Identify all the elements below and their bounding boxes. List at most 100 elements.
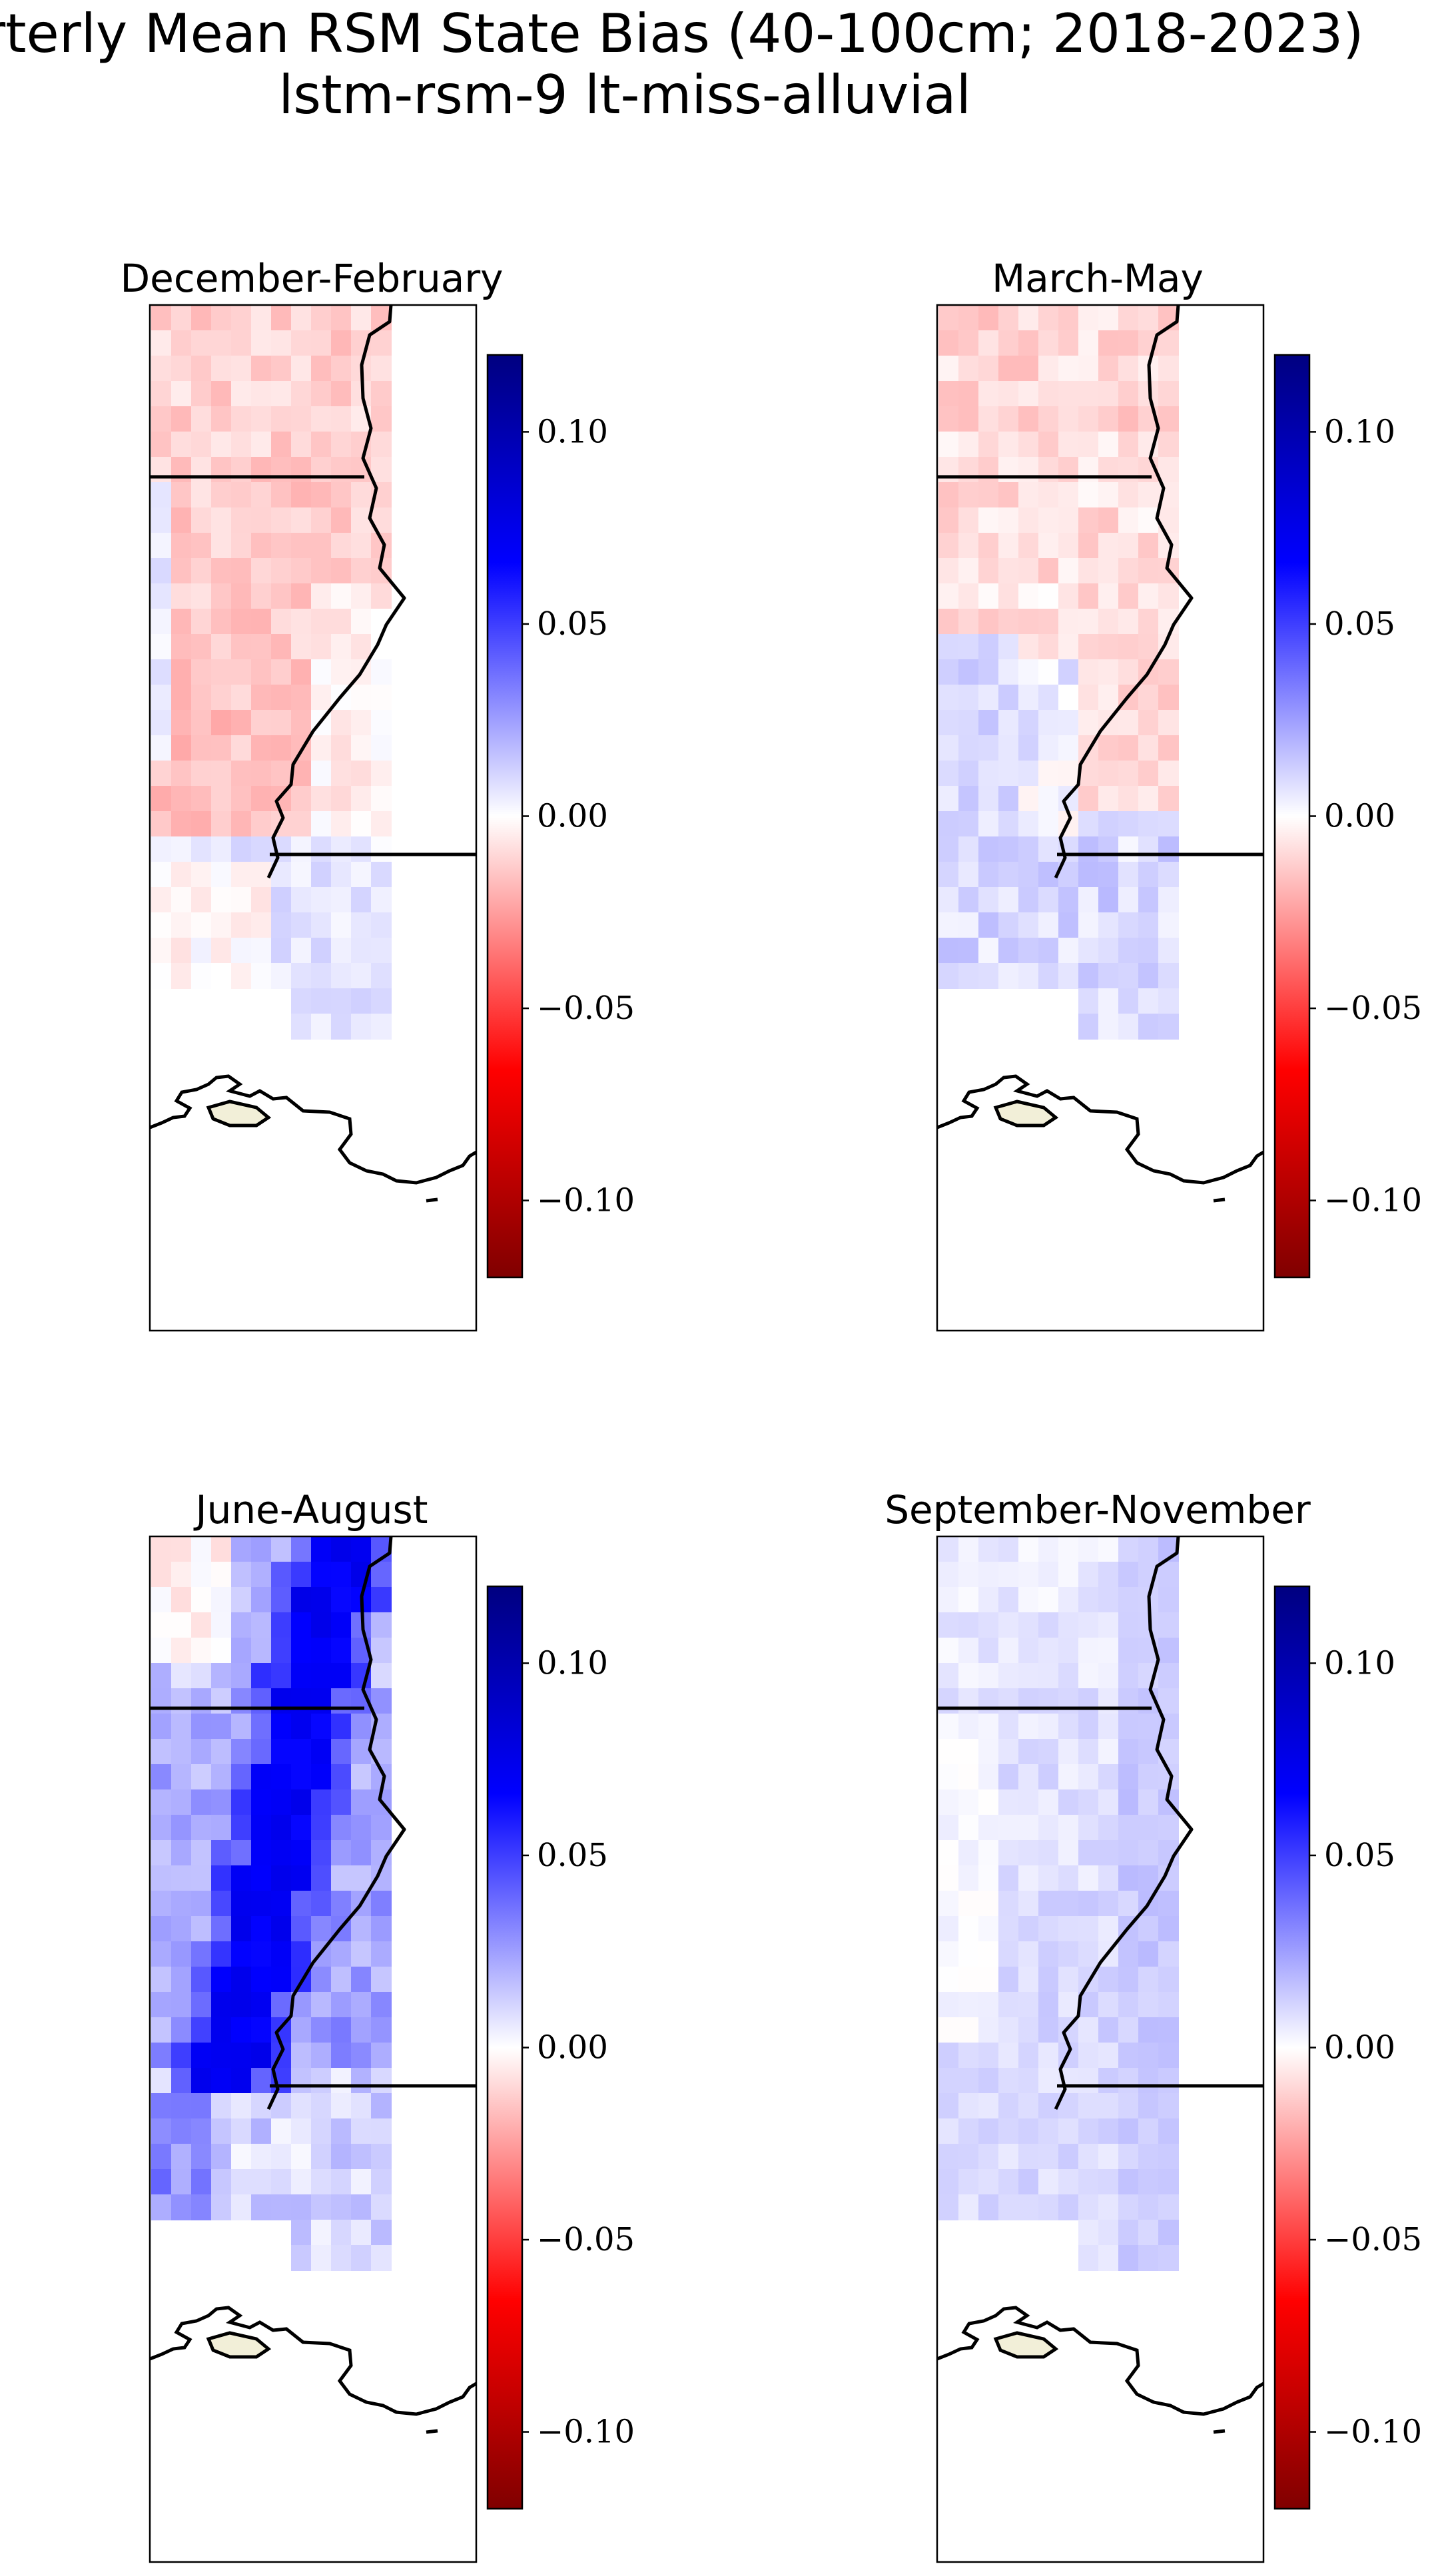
heatmap-cell <box>151 1739 172 1765</box>
heatmap-cell <box>958 761 979 787</box>
heatmap-cell <box>958 912 979 938</box>
heatmap-cell <box>151 735 172 761</box>
heatmap-cell <box>1058 330 1079 356</box>
heatmap-cell <box>151 432 172 458</box>
heatmap-cell <box>311 1992 332 2018</box>
heatmap-cell <box>291 659 312 685</box>
heatmap-cell <box>151 1992 172 2018</box>
heatmap-cell <box>371 583 392 609</box>
heatmap-cell <box>191 836 212 862</box>
heatmap-cell <box>291 2144 312 2170</box>
heatmap-cell <box>1138 1536 1159 1562</box>
heatmap-cell <box>1058 1663 1079 1689</box>
heatmap-cell <box>311 432 332 458</box>
heatmap-cell <box>1078 1714 1099 1740</box>
heatmap-cell <box>1118 1789 1139 1815</box>
heatmap-cell <box>291 912 312 938</box>
heatmap-cell <box>1138 887 1159 913</box>
heatmap-cell <box>171 735 192 761</box>
heatmap-cell <box>998 2068 1019 2094</box>
heatmap-cell <box>311 735 332 761</box>
heatmap-cell <box>311 583 332 609</box>
heatmap-cell <box>1158 836 1179 862</box>
heatmap-cell <box>311 862 332 888</box>
heatmap-cell <box>331 2220 352 2246</box>
heatmap-cell <box>291 710 312 736</box>
heatmap-cell <box>371 1612 392 1638</box>
heatmap-cell <box>1078 2118 1099 2144</box>
heatmap-cell <box>351 710 372 736</box>
heatmap-cell <box>351 988 372 1014</box>
colorbar <box>486 1585 524 2510</box>
heatmap-cell <box>998 912 1019 938</box>
heatmap-cell <box>331 761 352 787</box>
heatmap-cell <box>998 2093 1019 2119</box>
heatmap-cell <box>1038 887 1059 913</box>
heatmap-cell <box>938 963 959 989</box>
heatmap-cell <box>1018 710 1039 736</box>
heatmap-cell <box>271 2144 292 2170</box>
heatmap-cell <box>1118 1638 1139 1664</box>
heatmap-cell <box>1078 786 1099 812</box>
heatmap-cell <box>191 305 212 331</box>
heatmap-cell <box>171 406 192 432</box>
heatmap-cell <box>171 1789 192 1815</box>
heatmap-cell <box>231 1789 252 1815</box>
heatmap-cell <box>331 1014 352 1040</box>
heatmap-cell <box>331 1967 352 1993</box>
heatmap-cell <box>191 2068 212 2094</box>
heatmap-cell <box>1138 811 1159 837</box>
heatmap-cell <box>1098 533 1119 559</box>
heatmap-cell <box>1098 836 1119 862</box>
heatmap-cell <box>958 1764 979 1790</box>
heatmap-cell <box>291 1815 312 1841</box>
heatmap-cell <box>191 2118 212 2144</box>
heatmap-cell <box>211 2169 232 2195</box>
heatmap-cell <box>191 1663 212 1689</box>
heatmap-cell <box>231 1815 252 1841</box>
heatmap-cell <box>998 1941 1019 1967</box>
heatmap-cell <box>958 938 979 964</box>
heatmap-cell <box>371 735 392 761</box>
heatmap-cell <box>311 761 332 787</box>
heatmap-cell <box>271 938 292 964</box>
heatmap-cell <box>291 583 312 609</box>
heatmap-cell <box>1058 938 1079 964</box>
heatmap-cell <box>251 2068 272 2094</box>
heatmap-cell <box>211 507 232 533</box>
heatmap-cell <box>311 811 332 837</box>
heatmap-cell <box>978 2068 999 2094</box>
heatmap-cell <box>1098 1916 1119 1942</box>
heatmap-cell <box>291 381 312 407</box>
heatmap-cell <box>1058 2194 1079 2220</box>
heatmap-cell <box>958 1638 979 1664</box>
heatmap-cell <box>251 1967 272 1993</box>
heatmap-cell <box>291 1536 312 1562</box>
heatmap-cell <box>251 1764 272 1790</box>
heatmap-cell <box>311 2118 332 2144</box>
heatmap-cell <box>978 1562 999 1588</box>
heatmap-cell <box>211 406 232 432</box>
heatmap-cell <box>978 2169 999 2195</box>
heatmap-cell <box>1118 1840 1139 1866</box>
heatmap-cell <box>1038 1865 1059 1891</box>
heatmap-cell <box>1098 634 1119 660</box>
heatmap-cell <box>371 2144 392 2170</box>
heatmap-cell <box>958 659 979 685</box>
heatmap-cell <box>291 938 312 964</box>
heatmap-cell <box>251 735 272 761</box>
heatmap-cell <box>271 2194 292 2220</box>
heatmap-cell <box>1118 381 1139 407</box>
heatmap-cell <box>291 2068 312 2094</box>
heatmap-cell <box>251 634 272 660</box>
panel-title: December-February <box>121 256 504 301</box>
heatmap-cell <box>291 305 312 331</box>
heatmap-cell <box>1018 1941 1039 1967</box>
heatmap-cell <box>271 1587 292 1613</box>
heatmap-cell <box>251 1941 272 1967</box>
heatmap-cell <box>211 1865 232 1891</box>
heatmap-cell <box>1158 2043 1179 2069</box>
heatmap-cell <box>231 912 252 938</box>
heatmap-cell <box>231 1663 252 1689</box>
heatmap-cell <box>998 1992 1019 2018</box>
